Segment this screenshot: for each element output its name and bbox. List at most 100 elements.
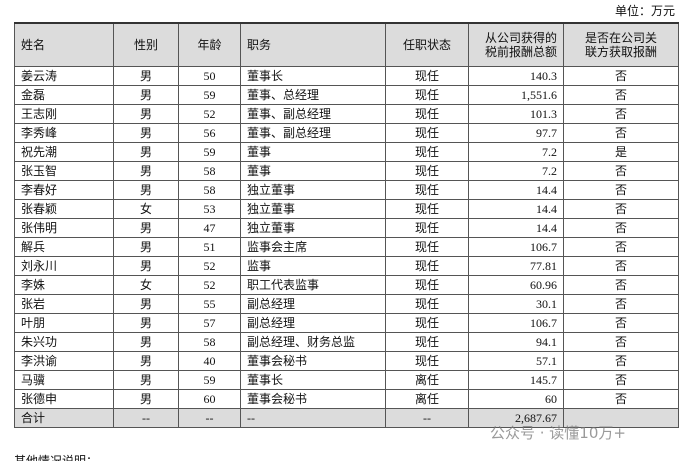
total-cell: -- — [113, 408, 179, 428]
table-cell: 否 — [563, 85, 679, 105]
table-row: 李洪谕男 40 董事会秘书 现任 57.1 否 — [14, 351, 679, 371]
table-cell: 现任 — [385, 123, 469, 143]
table-row: 姜云涛男 50 董事长 现任 140.3 否 — [14, 66, 679, 86]
table-cell: 30.1 — [468, 294, 564, 314]
table-cell: 董事、总经理 — [240, 85, 386, 105]
table-cell: 董事、副总经理 — [240, 123, 386, 143]
table-cell: 58 — [178, 332, 241, 352]
table-cell: 李洪谕 — [14, 351, 114, 371]
table-cell: 60 — [468, 389, 564, 409]
table-cell: 145.7 — [468, 370, 564, 390]
table-cell: 马骥 — [14, 370, 114, 390]
table-cell: 57 — [178, 313, 241, 333]
table-cell: 否 — [563, 370, 679, 390]
table-cell: 副总经理 — [240, 294, 386, 314]
table-cell: 离任 — [385, 389, 469, 409]
table-cell: 是 — [563, 142, 679, 162]
total-row: 合计 -- -- -- -- 2,687.67 — [14, 408, 679, 428]
table-body: 姜云涛男 50 董事长 现任 140.3 否金磊男 59 董事、总经理 现任 1,551.6 否王志… — [14, 66, 679, 428]
table-cell: 副总经理 — [240, 313, 386, 333]
table-cell: 男 — [113, 142, 179, 162]
table-row: 叶朋男 57 副总经理 现任 106.7 否 — [14, 313, 679, 333]
table-row: 朱兴功男 58 副总经理、财务总监 现任 94.1 否 — [14, 332, 679, 352]
table-cell: 朱兴功 — [14, 332, 114, 352]
table-cell: 现任 — [385, 66, 469, 86]
unit-label: 单位：万元 — [614, 4, 675, 18]
table-cell: 现任 — [385, 313, 469, 333]
table-cell: 1,551.6 — [468, 85, 564, 105]
table-row: 张岩男 55 副总经理 现任 30.1 否 — [14, 294, 679, 314]
table-cell: 叶朋 — [14, 313, 114, 333]
total-cell: 2,687.67 — [468, 408, 564, 428]
table-cell: 现任 — [385, 275, 469, 295]
table-cell: 张岩 — [14, 294, 114, 314]
table-cell: 59 — [178, 85, 241, 105]
table-cell: 董事 — [240, 142, 386, 162]
total-cell — [563, 408, 679, 428]
table-cell: 否 — [563, 104, 679, 124]
table-cell: 否 — [563, 199, 679, 219]
table-cell: 男 — [113, 389, 179, 409]
table-cell: 独立董事 — [240, 218, 386, 238]
table-cell: 女 — [113, 199, 179, 219]
header-cell: 从公司获得的 税前报酬总额 — [468, 22, 564, 67]
table-cell: 51 — [178, 237, 241, 257]
table-cell: 否 — [563, 161, 679, 181]
table-row: 解兵男 51 监事会主席 现任 106.7 否 — [14, 237, 679, 257]
table-cell: 男 — [113, 161, 179, 181]
table-cell: 张春颖 — [14, 199, 114, 219]
table-row: 王志刚男 52 董事、副总经理 现任 101.3 否 — [14, 104, 679, 124]
table-cell: 现任 — [385, 142, 469, 162]
table-cell: 60.96 — [468, 275, 564, 295]
table-cell: 53 — [178, 199, 241, 219]
table-cell: 男 — [113, 180, 179, 200]
table-cell: 57.1 — [468, 351, 564, 371]
table-cell: 47 — [178, 218, 241, 238]
table-cell: 监事 — [240, 256, 386, 276]
table-row: 金磊男 59 董事、总经理 现任 1,551.6 否 — [14, 85, 679, 105]
table-cell: 否 — [563, 294, 679, 314]
table-cell: 101.3 — [468, 104, 564, 124]
table-cell: 14.4 — [468, 180, 564, 200]
table-cell: 140.3 — [468, 66, 564, 86]
table-cell: 14.4 — [468, 199, 564, 219]
table-cell: 否 — [563, 218, 679, 238]
table-cell: 60 — [178, 389, 241, 409]
table-row: 李姝女 52 职工代表监事 现任 60.96 否 — [14, 275, 679, 295]
table-cell: 李姝 — [14, 275, 114, 295]
table-cell: 52 — [178, 104, 241, 124]
table-cell: 否 — [563, 275, 679, 295]
total-cell: 合计 — [14, 408, 114, 428]
table-row: 李春好男 58 独立董事 现任 14.4 否 — [14, 180, 679, 200]
table-cell: 独立董事 — [240, 180, 386, 200]
table-cell: 张玉智 — [14, 161, 114, 181]
table-cell: 40 — [178, 351, 241, 371]
pay-table: 姓名 性别 年龄 职务 任职状态 从公司获得的 税前报酬总额 是否在公司关 联方获取报酬 姜… — [14, 22, 679, 428]
table-cell: 董事会秘书 — [240, 351, 386, 371]
table-cell: 副总经理、财务总监 — [240, 332, 386, 352]
table-cell: 否 — [563, 256, 679, 276]
table-row: 张春颖女 53 独立董事 现任 14.4 否 — [14, 199, 679, 219]
table-cell: 男 — [113, 332, 179, 352]
total-cell: -- — [178, 408, 241, 428]
table-cell: 14.4 — [468, 218, 564, 238]
table-cell: 姜云涛 — [14, 66, 114, 86]
table-row: 张玉智男 58 董事 现任 7.2 否 — [14, 161, 679, 181]
table-cell: 否 — [563, 180, 679, 200]
table-cell: 解兵 — [14, 237, 114, 257]
table-cell: 77.81 — [468, 256, 564, 276]
table-cell: 否 — [563, 389, 679, 409]
table-cell: 现任 — [385, 294, 469, 314]
table-cell: 职工代表监事 — [240, 275, 386, 295]
table-cell: 李秀峰 — [14, 123, 114, 143]
table-cell: 现任 — [385, 218, 469, 238]
table-cell: 现任 — [385, 332, 469, 352]
table-cell: 男 — [113, 66, 179, 86]
table-cell: 7.2 — [468, 161, 564, 181]
table-cell: 男 — [113, 123, 179, 143]
table-cell: 56 — [178, 123, 241, 143]
table-row: 张德申男 60 董事会秘书 离任 60 否 — [14, 389, 679, 409]
table-row: 张伟明男 47 独立董事 现任 14.4 否 — [14, 218, 679, 238]
table-row: 李秀峰男 56 董事、副总经理 现任 97.7 否 — [14, 123, 679, 143]
